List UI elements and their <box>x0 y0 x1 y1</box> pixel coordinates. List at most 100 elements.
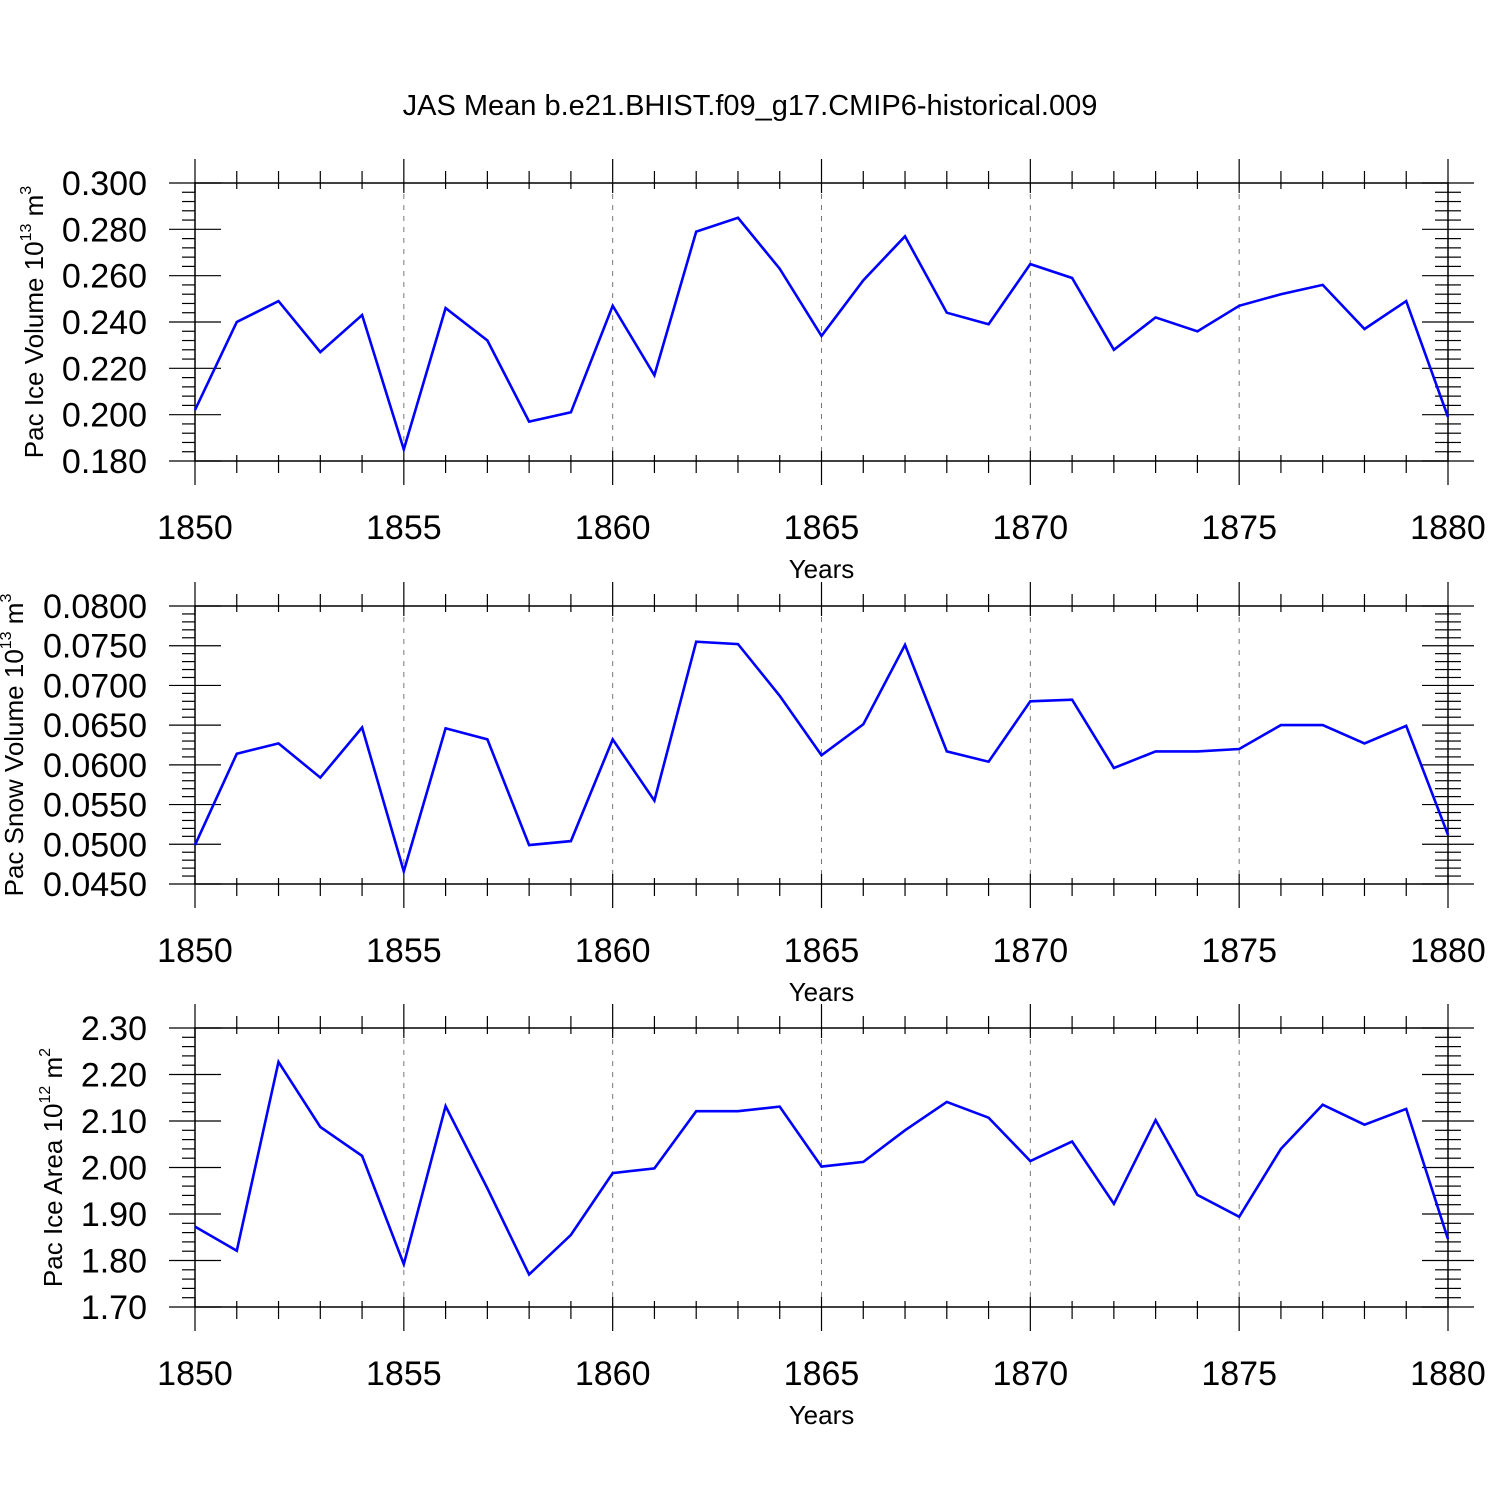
y-axis-title: Pac Snow Volume 1013 m3 <box>0 594 29 897</box>
y-axis-title: Pac Ice Area 1012 m2 <box>37 1048 68 1287</box>
chart-panel-1: 1850 1855 1860 1865 1870 1875 1880 Years 0.180 0.… <box>18 159 1486 584</box>
data-point <box>193 843 197 847</box>
data-point <box>1321 723 1325 727</box>
data-point <box>277 741 281 745</box>
data-point <box>1446 415 1450 419</box>
data-point <box>1154 749 1158 753</box>
data-point <box>235 752 239 756</box>
data-point <box>1070 1139 1074 1143</box>
data-point <box>1321 1103 1325 1107</box>
data-point <box>569 410 573 414</box>
data-point <box>1362 741 1366 745</box>
data-point <box>1195 1193 1199 1197</box>
data-point <box>778 1105 782 1109</box>
data-point <box>235 1249 239 1253</box>
data-point <box>1279 1147 1283 1151</box>
y-tick-label: 0.0700 <box>43 667 147 705</box>
data-point <box>652 373 656 377</box>
y-tick-label: 0.180 <box>62 443 147 481</box>
data-point <box>318 776 322 780</box>
data-point <box>1070 276 1074 280</box>
data-point <box>193 408 197 412</box>
y-tick-label: 0.240 <box>62 304 147 342</box>
data-point <box>611 1171 615 1175</box>
data-point <box>444 726 448 730</box>
data-point <box>1154 1118 1158 1122</box>
y-axis-title: Pac Ice Volume 1013 m3 <box>18 186 49 459</box>
data-point <box>987 322 991 326</box>
data-point <box>1154 315 1158 319</box>
x-tick-label: 1865 <box>784 932 860 970</box>
x-tick-label: 1860 <box>575 1355 651 1393</box>
data-point <box>1028 1159 1032 1163</box>
y-tick-label: 2.10 <box>81 1103 147 1141</box>
data-point <box>485 737 489 741</box>
data-point <box>1112 1202 1116 1206</box>
data-point <box>903 1128 907 1132</box>
series-line <box>193 640 1450 876</box>
data-point <box>1070 698 1074 702</box>
data-point <box>945 1100 949 1104</box>
data-point <box>402 447 406 451</box>
data-point <box>527 420 531 424</box>
x-axis-title: Years <box>789 554 855 584</box>
y-tick-label: 0.0600 <box>43 747 147 785</box>
data-point <box>1028 262 1032 266</box>
data-point <box>903 234 907 238</box>
x-tick-label: 1860 <box>575 509 651 547</box>
x-tick-label: 1880 <box>1410 509 1486 547</box>
data-point <box>694 1109 698 1113</box>
data-point <box>1404 724 1408 728</box>
data-point <box>1321 283 1325 287</box>
data-point <box>652 799 656 803</box>
data-point <box>987 1116 991 1120</box>
data-point <box>861 722 865 726</box>
data-point <box>402 1262 406 1266</box>
data-point <box>987 760 991 764</box>
data-point <box>945 749 949 753</box>
y-tick-label: 0.280 <box>62 211 147 249</box>
y-tick-label: 2.20 <box>81 1057 147 1095</box>
y-tick-label: 0.0550 <box>43 787 147 825</box>
data-point <box>1446 833 1450 837</box>
y-tick-label: 0.200 <box>62 397 147 435</box>
data-point <box>1237 747 1241 751</box>
data-point <box>1112 766 1116 770</box>
x-tick-label: 1865 <box>784 1355 860 1393</box>
data-point <box>778 694 782 698</box>
x-tick-label: 1875 <box>1201 509 1277 547</box>
plot-frame <box>194 605 1449 885</box>
x-tick-label: 1850 <box>157 509 233 547</box>
data-point <box>736 642 740 646</box>
y-tick-label: 2.00 <box>81 1150 147 1188</box>
data-point <box>694 230 698 234</box>
data-point <box>611 737 615 741</box>
data-point <box>861 278 865 282</box>
y-tick-label: 0.0800 <box>43 588 147 626</box>
y-tick-label: 0.0750 <box>43 628 147 666</box>
figure-title: JAS Mean b.e21.BHIST.f09_g17.CMIP6-histo… <box>402 90 1098 122</box>
y-tick-label: 0.300 <box>62 165 147 203</box>
chart-panel-2: 1850 1855 1860 1865 1870 1875 1880Years0.04500… <box>0 582 1486 1007</box>
data-point <box>1028 699 1032 703</box>
data-point <box>193 1225 197 1229</box>
data-point <box>1279 292 1283 296</box>
y-tick-label: 0.0500 <box>43 826 147 864</box>
data-point <box>527 1272 531 1276</box>
x-tick-label: 1875 <box>1201 1355 1277 1393</box>
data-point <box>318 1125 322 1129</box>
data-point <box>569 839 573 843</box>
data-point <box>736 216 740 220</box>
data-point <box>1195 749 1199 753</box>
x-tick-label: 1855 <box>366 1355 442 1393</box>
data-point <box>1446 1237 1450 1241</box>
data-point <box>444 1104 448 1108</box>
x-tick-label: 1880 <box>1410 1355 1486 1393</box>
data-point <box>1195 329 1199 333</box>
x-tick-label: 1870 <box>993 1355 1069 1393</box>
data-point <box>1112 348 1116 352</box>
y-tick-label: 0.0450 <box>43 866 147 904</box>
data-point <box>611 304 615 308</box>
x-tick-label: 1850 <box>157 1355 233 1393</box>
data-point <box>820 334 824 338</box>
